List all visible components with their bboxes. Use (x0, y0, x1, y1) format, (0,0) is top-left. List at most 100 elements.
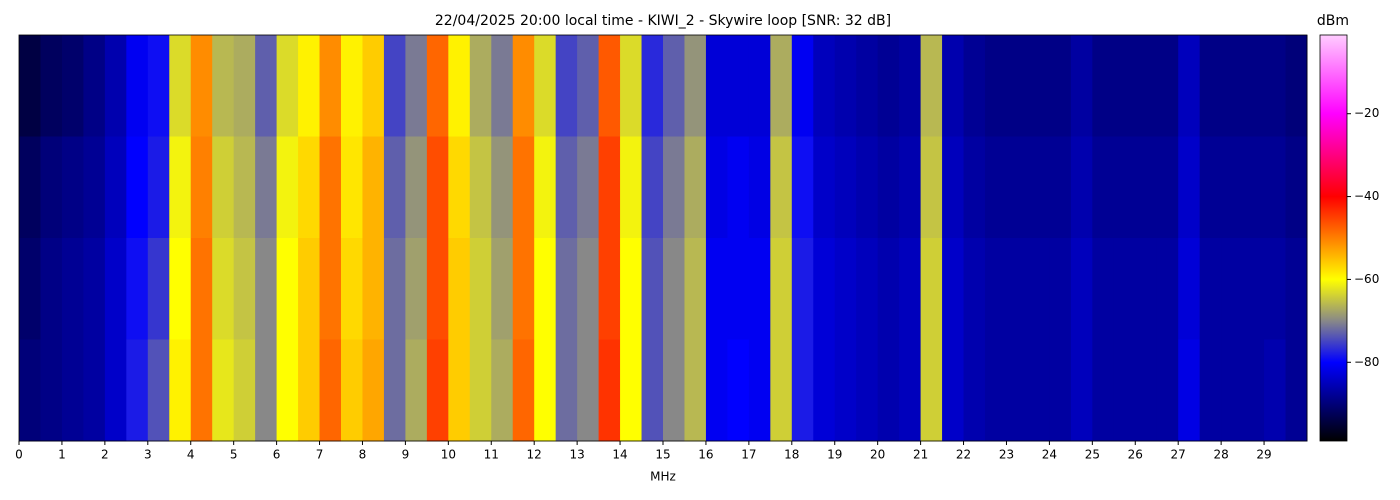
heatmap-cell (641, 238, 664, 340)
x-tick-label: 22 (956, 448, 971, 462)
heatmap-cell (1199, 35, 1222, 137)
heatmap-cell (126, 136, 149, 239)
heatmap-cell (276, 136, 299, 239)
heatmap-cell (1135, 35, 1158, 137)
heatmap-cell (190, 339, 213, 442)
heatmap-cell (963, 339, 986, 442)
heatmap-cell (791, 238, 814, 340)
heatmap-cell (147, 136, 170, 239)
heatmap-cell (319, 238, 342, 340)
heatmap-cell (491, 136, 514, 239)
heatmap-cell (405, 238, 428, 340)
heatmap-cell (469, 136, 492, 239)
x-tick-label: 2 (101, 448, 109, 462)
heatmap-cell (212, 136, 235, 239)
heatmap-cell (1156, 35, 1179, 137)
heatmap-cell (1221, 35, 1244, 137)
heatmap-cell (1006, 136, 1029, 239)
heatmap-cell (598, 339, 621, 442)
heatmap-cell (920, 339, 943, 442)
x-tick-label: 7 (316, 448, 324, 462)
x-tick-label: 20 (870, 448, 885, 462)
heatmap-cell (83, 339, 106, 442)
heatmap-cell (598, 35, 621, 137)
heatmap-cell (620, 35, 643, 137)
heatmap-cell (1221, 136, 1244, 239)
heatmap-cell (620, 339, 643, 442)
heatmap-cell (1027, 35, 1050, 137)
heatmap-cell (877, 35, 900, 137)
heatmap-cell (1070, 35, 1093, 137)
x-tick-label: 4 (187, 448, 195, 462)
heatmap-cell (1049, 136, 1072, 239)
x-tick-label: 27 (1171, 448, 1186, 462)
heatmap-cell (255, 35, 278, 137)
heatmap-cell (1285, 238, 1308, 340)
heatmap-cell (1264, 136, 1287, 239)
heatmap-cell (362, 339, 385, 442)
x-tick-label: 23 (999, 448, 1014, 462)
colorbar-tick-label: −80 (1354, 355, 1379, 369)
heatmap-cell (362, 136, 385, 239)
heatmap-cell (83, 238, 106, 340)
x-tick-label: 1 (58, 448, 66, 462)
heatmap-cell (727, 35, 750, 137)
x-tick-label: 26 (1128, 448, 1143, 462)
heatmap-cell (620, 238, 643, 340)
heatmap-cell (341, 238, 363, 340)
heatmap-cell (555, 136, 578, 239)
heatmap-cell (469, 238, 492, 340)
heatmap-cell (190, 136, 213, 239)
colorbar-tick-label: −20 (1354, 106, 1379, 120)
heatmap-cell (1135, 238, 1158, 340)
heatmap-cell (255, 136, 278, 239)
heatmap-cell (448, 136, 471, 239)
heatmap-cell (104, 238, 127, 340)
heatmap-cell (791, 35, 814, 137)
heatmap-cell (1156, 339, 1179, 442)
heatmap-cell (963, 35, 986, 137)
heatmap-cell (512, 238, 535, 340)
heatmap-cell (426, 238, 449, 340)
heatmap-cell (1264, 238, 1287, 340)
x-tick-label: 8 (359, 448, 367, 462)
heatmap-cell (942, 238, 965, 340)
heatmap-cell (920, 238, 943, 340)
heatmap-cell (1178, 238, 1201, 340)
heatmap-cell (1092, 339, 1115, 442)
heatmap-cell (770, 35, 793, 137)
heatmap-cell (1135, 136, 1158, 239)
x-tick-label: 0 (15, 448, 23, 462)
heatmap-cell (877, 238, 900, 340)
heatmap-cell (1006, 238, 1029, 340)
heatmap-cell (233, 238, 256, 340)
x-tick-label: 28 (1213, 448, 1228, 462)
heatmap-cell (985, 238, 1007, 340)
heatmap-cell (1264, 339, 1287, 442)
heatmap-cell (190, 35, 213, 137)
heatmap-cell (1242, 136, 1265, 239)
colorbar-tick-label: −60 (1354, 272, 1379, 286)
heatmap-cell (1199, 136, 1222, 239)
heatmap-cell (426, 136, 449, 239)
heatmap-cell (405, 339, 428, 442)
heatmap-cell (963, 238, 986, 340)
x-tick-label: 12 (527, 448, 542, 462)
heatmap-cell (705, 35, 728, 137)
heatmap-cell (1113, 136, 1136, 239)
heatmap-cell (491, 35, 514, 137)
heatmap-cell (641, 35, 664, 137)
heatmap-cell (19, 35, 41, 137)
heatmap-cell (1178, 339, 1201, 442)
heatmap-cell (319, 35, 342, 137)
heatmap-cell (40, 238, 63, 340)
heatmap-cell (899, 339, 922, 442)
heatmap-cell (534, 136, 557, 239)
x-tick-label: 19 (827, 448, 842, 462)
heatmap-cell (362, 238, 385, 340)
heatmap-cell (770, 339, 793, 442)
heatmap-cell (1049, 339, 1072, 442)
heatmap-cell (1113, 35, 1136, 137)
heatmap-cell (383, 339, 406, 442)
heatmap-cell (856, 339, 879, 442)
